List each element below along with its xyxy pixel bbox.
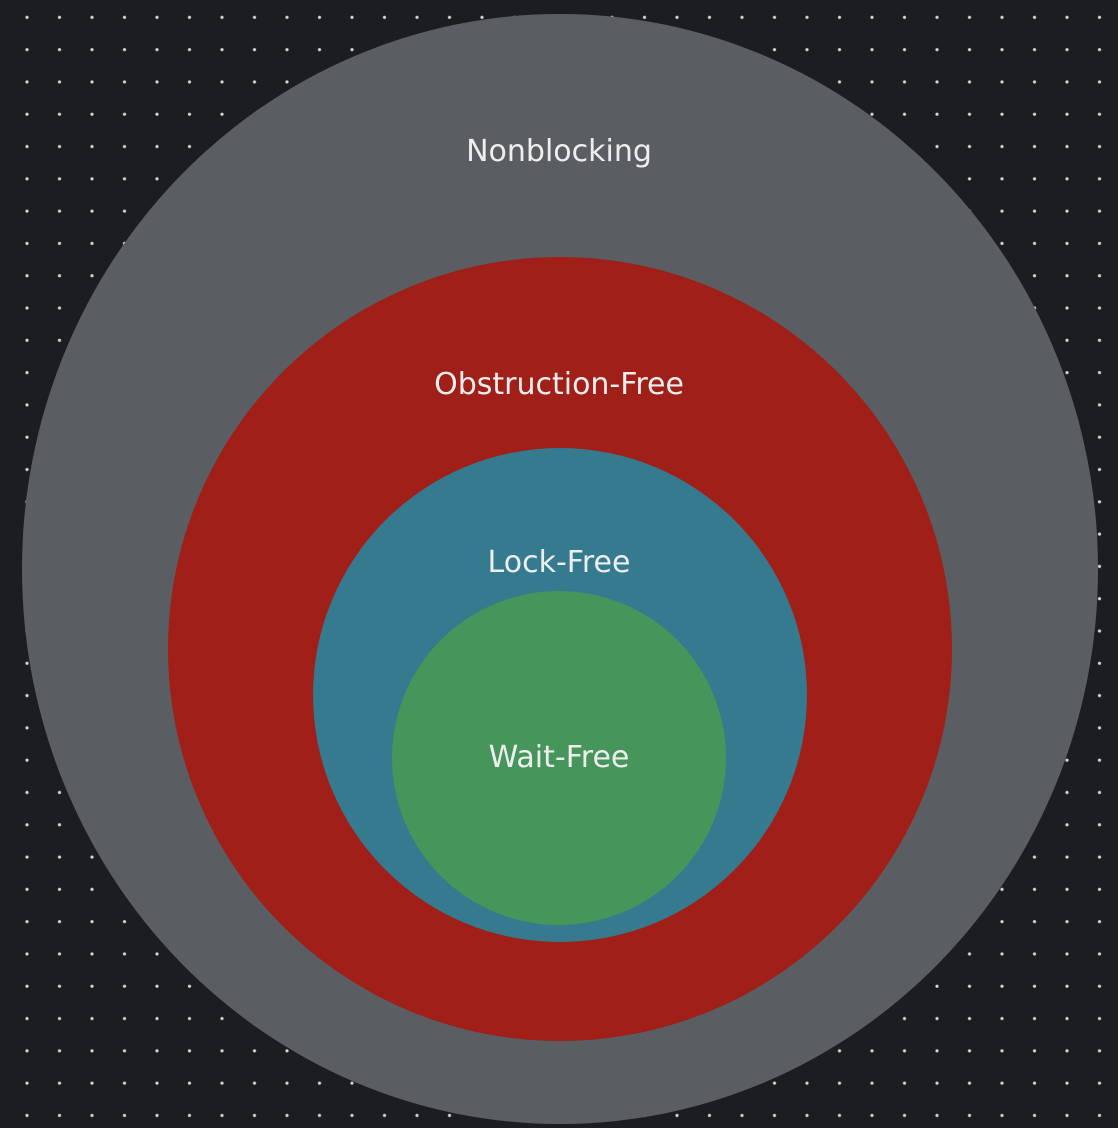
obstruction-free-label: Obstruction-Free [434,367,684,402]
lock-free-label: Lock-Free [487,545,631,580]
nonblocking-label: Nonblocking [466,134,652,169]
wait-free-label: Wait-Free [488,740,630,775]
wait-free-circle [392,591,726,925]
